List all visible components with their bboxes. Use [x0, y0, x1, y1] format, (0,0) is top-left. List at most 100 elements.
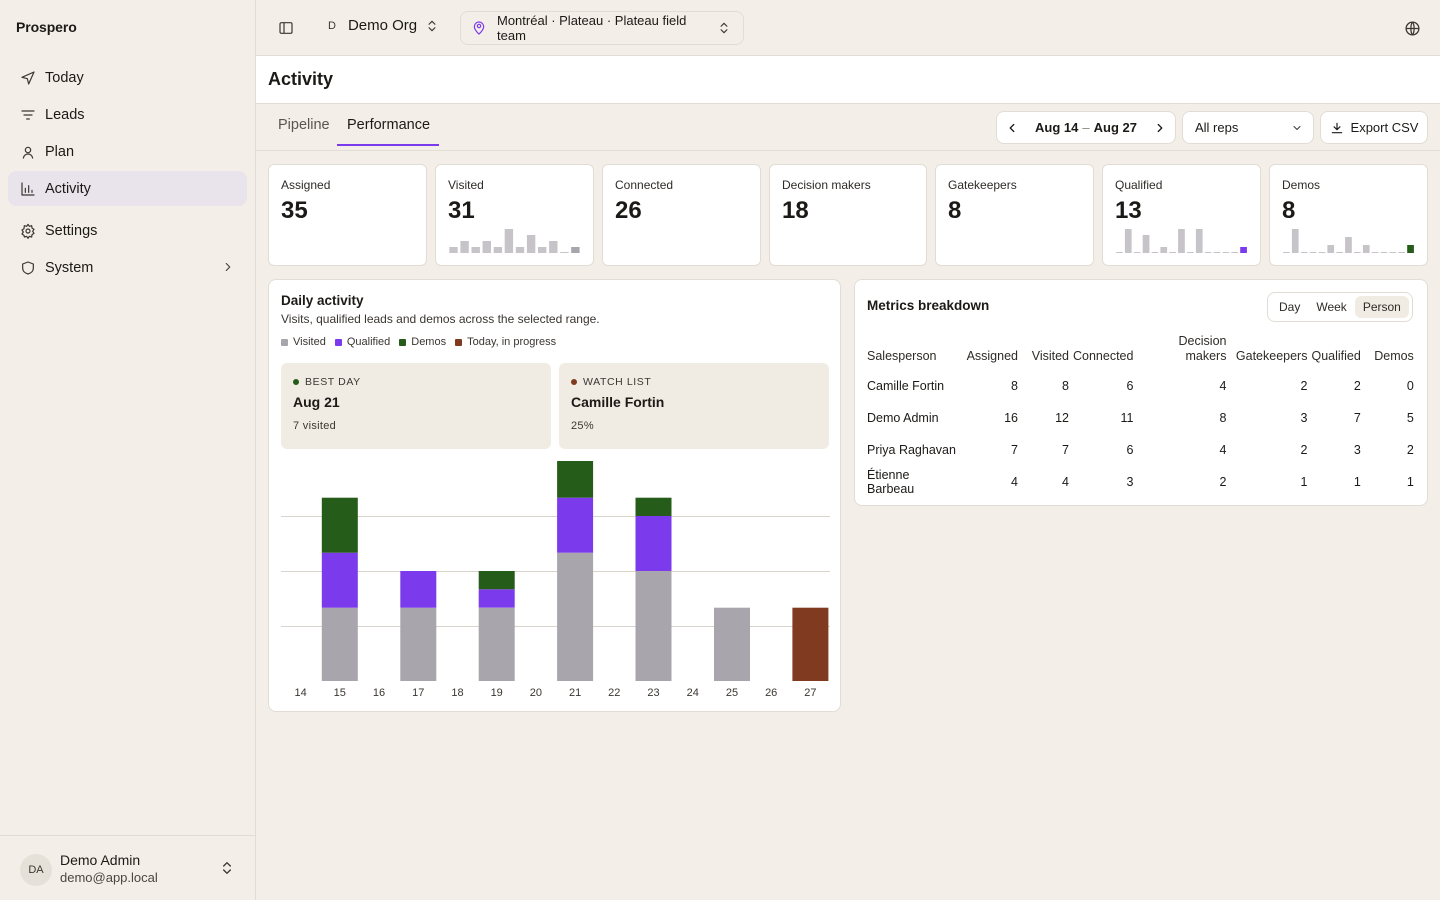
view-toggle: Day Week Person [1267, 292, 1413, 322]
daily-activity-subtitle: Visits, qualified leads and demos across… [281, 312, 600, 326]
bar-visited[interactable] [321, 607, 358, 681]
metric-cell: 2 [1300, 443, 1308, 457]
metric-cell: 2 [1300, 379, 1308, 393]
x-tick-label: 14 [294, 687, 306, 699]
bar-demos[interactable] [321, 497, 358, 553]
sparkline-bar [515, 247, 525, 253]
chevrons-up-down-icon [223, 862, 231, 874]
bar-qualified[interactable] [321, 552, 358, 608]
bar-qualified[interactable] [478, 589, 515, 608]
column-header[interactable]: Decision makers [1178, 334, 1227, 363]
metric-cell: 11 [1120, 411, 1134, 425]
salesperson-cell: Priya Raghavan [867, 443, 956, 457]
bar-qualified[interactable] [557, 497, 594, 553]
sparkline-bar [1222, 252, 1230, 253]
column-header[interactable]: Qualified [1311, 349, 1361, 363]
x-tick-label: 27 [804, 687, 816, 699]
x-tick-label: 15 [334, 687, 346, 699]
location-switcher[interactable]: Montréal · Plateau · Plateau field team [460, 11, 744, 45]
bar-visited[interactable] [714, 607, 750, 681]
org-switcher[interactable]: D Demo Org [328, 17, 439, 34]
daily-activity-panel: Daily activity Visits, qualified leads a… [268, 279, 841, 712]
stat-card-qualified: Qualified 13 [1102, 164, 1261, 266]
x-tick-label: 25 [726, 687, 738, 699]
export-csv-button[interactable]: Export CSV [1320, 111, 1428, 144]
sparkline-bar [1300, 252, 1308, 253]
sparkline-bar [1187, 252, 1194, 253]
best-day-card: BEST DAY Aug 21 7 visited [281, 363, 551, 449]
sidebar-item-system[interactable]: System [8, 250, 247, 285]
chevrons-up-down-icon [428, 20, 436, 31]
chevron-left-icon[interactable] [1005, 121, 1019, 135]
tab-pipeline[interactable]: Pipeline [278, 117, 330, 133]
download-icon [1331, 122, 1342, 133]
sidebar-item-activity[interactable]: Activity [8, 171, 247, 206]
sparkline-bar [1133, 252, 1141, 253]
date-range-label[interactable]: Aug 14– Aug 27 [1035, 120, 1137, 135]
chart-legend: Visited Qualified Demos Today, in progre… [281, 336, 565, 348]
stat-label: Decision makers [782, 178, 871, 192]
bar-visited[interactable] [635, 571, 672, 681]
x-tick-label: 16 [373, 687, 385, 699]
sparkline-bar [1169, 252, 1176, 253]
sparkline-bar [1389, 252, 1397, 253]
sidebar-item-leads[interactable]: Leads [8, 97, 247, 132]
column-header[interactable]: Demos [1374, 349, 1414, 363]
metric-cell: 8 [1011, 379, 1018, 393]
legend-item-demos: Demos [399, 336, 446, 348]
column-header[interactable]: Visited [1031, 349, 1069, 363]
sparkline-bar [1354, 252, 1361, 253]
bar-demos[interactable] [557, 461, 594, 498]
view-person-button[interactable]: Person [1354, 296, 1409, 318]
stat-value: 18 [782, 197, 809, 224]
sidebar-item-settings[interactable]: Settings [8, 213, 247, 248]
user-menu[interactable]: DA Demo Admin demo@app.local [0, 835, 255, 900]
bar-visited[interactable] [478, 607, 515, 681]
bar-qualified[interactable] [635, 516, 672, 571]
best-day-tag-label: BEST DAY [305, 376, 361, 388]
view-week-button[interactable]: Week [1316, 300, 1347, 314]
bar-visited[interactable] [557, 552, 594, 681]
bar-demos[interactable] [478, 571, 515, 590]
chevrons-up-down-icon [720, 22, 728, 34]
x-tick-label: 19 [491, 687, 503, 699]
metric-cell: 2 [1219, 475, 1227, 489]
sidebar-toggle-button[interactable] [276, 18, 296, 38]
stat-value: 31 [448, 197, 475, 224]
tab-performance[interactable]: Performance [347, 117, 431, 133]
legend-item-qualified: Qualified [334, 336, 390, 348]
bar-visited[interactable] [400, 607, 437, 681]
list-filter-icon [21, 109, 35, 120]
column-header[interactable]: Gatekeepers [1235, 349, 1308, 363]
chevron-right-icon[interactable] [1153, 121, 1167, 135]
watch-list-sub: 25% [571, 420, 594, 432]
legend-label: Demos [411, 336, 447, 348]
reps-select[interactable]: All reps [1182, 111, 1314, 144]
column-header[interactable]: Assigned [966, 349, 1018, 363]
globe-icon [1404, 20, 1420, 36]
bar-demos[interactable] [635, 497, 672, 516]
salesperson-cell: Demo Admin [867, 411, 939, 425]
sidebar-item-label: Settings [45, 222, 98, 239]
view-day-button[interactable]: Day [1279, 300, 1301, 314]
sidebar-item-label: Today [45, 69, 84, 86]
page-header: Activity [256, 56, 1440, 104]
sparkline-bar [1327, 245, 1335, 253]
bar-qualified[interactable] [400, 571, 437, 608]
sidebar-item-label: Plan [45, 143, 75, 160]
user-email: demo@app.local [60, 870, 158, 885]
language-button[interactable] [1402, 18, 1422, 38]
dot-icon [571, 379, 577, 385]
sparkline-bar [1204, 252, 1212, 253]
column-header[interactable]: Salesperson [867, 349, 937, 363]
column-header[interactable]: Connected [1073, 349, 1134, 363]
bar-chart-icon [21, 181, 35, 196]
sidebar-item-plan[interactable]: Plan [8, 134, 247, 169]
watch-list-card: WATCH LIST Camille Fortin 25% [559, 363, 829, 449]
x-tick-label: 18 [451, 687, 463, 699]
stat-label: Connected [615, 178, 674, 192]
sidebar-item-today[interactable]: Today [8, 60, 247, 95]
bar-today-in-progress[interactable] [792, 607, 829, 681]
app-name: Prospero [16, 19, 77, 35]
stat-card-demos: Demos 8 [1269, 164, 1428, 266]
